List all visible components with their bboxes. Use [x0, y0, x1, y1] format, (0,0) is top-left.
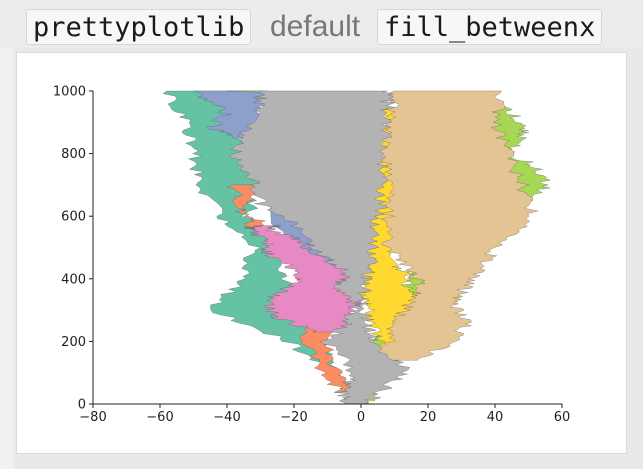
x-tick-label: −40	[213, 410, 240, 425]
function-name-code: fill_betweenx	[377, 9, 603, 45]
x-tick-label: −80	[79, 410, 106, 425]
x-tick-label: −20	[280, 410, 307, 425]
x-tick-label: 0	[357, 410, 365, 425]
library-name-code: prettyplotlib	[26, 9, 252, 45]
x-tick-label: 60	[554, 410, 571, 425]
figure-card: −80 −60 −40 −20 0 20 40 60 0 200 400 600 800 1000	[16, 52, 627, 454]
x-tick-label: 40	[487, 410, 504, 425]
y-tick-label: 0	[78, 398, 86, 413]
series-fill-8	[229, 90, 411, 405]
x-tick-label: −60	[146, 410, 173, 425]
y-tick-label: 200	[61, 335, 86, 350]
y-tick-label: 1000	[53, 85, 86, 100]
y-tick-label: 600	[61, 210, 86, 225]
page-heading: prettyplotlib default fill_betweenx	[0, 0, 643, 48]
heading-word: default	[270, 10, 361, 43]
y-tick-label: 800	[61, 147, 86, 162]
x-tick-label: 20	[420, 410, 437, 425]
y-tick-label: 400	[61, 272, 86, 287]
series-fill-7	[369, 90, 539, 361]
left-gutter	[0, 48, 14, 469]
